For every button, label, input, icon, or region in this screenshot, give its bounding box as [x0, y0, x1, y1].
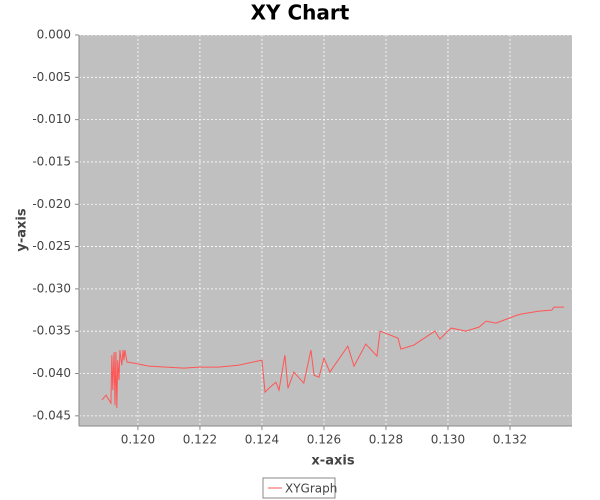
- legend: [262, 477, 336, 499]
- data-line: [101, 306, 564, 409]
- chart-title: XY Chart: [251, 1, 350, 25]
- x-axis-label: x-axis: [311, 454, 354, 469]
- y-tick-label: -0.030: [32, 281, 71, 295]
- y-tick-label: -0.010: [32, 112, 71, 126]
- y-axis-label: y-axis: [15, 208, 30, 251]
- y-tick-label: -0.035: [32, 324, 71, 338]
- x-tick-label: 0.120: [121, 433, 155, 447]
- x-tick-label: 0.128: [369, 433, 403, 447]
- y-tick-label: -0.045: [32, 408, 71, 422]
- y-tick-label: -0.015: [32, 154, 71, 168]
- y-tick-label: -0.020: [32, 197, 71, 211]
- x-tick-label: 0.132: [493, 433, 527, 447]
- x-tick-label: 0.124: [245, 433, 279, 447]
- y-tick-label: 0.000: [37, 28, 71, 42]
- x-tick-label: 0.122: [183, 433, 217, 447]
- plot-area: [79, 35, 572, 426]
- legend-label: XYGraph: [285, 482, 337, 496]
- y-tick-label: -0.040: [32, 366, 71, 380]
- x-tick-label: 0.130: [431, 433, 465, 447]
- x-tick-label: 0.126: [307, 433, 341, 447]
- y-tick-label: -0.005: [32, 70, 71, 84]
- y-tick-label: -0.025: [32, 239, 71, 253]
